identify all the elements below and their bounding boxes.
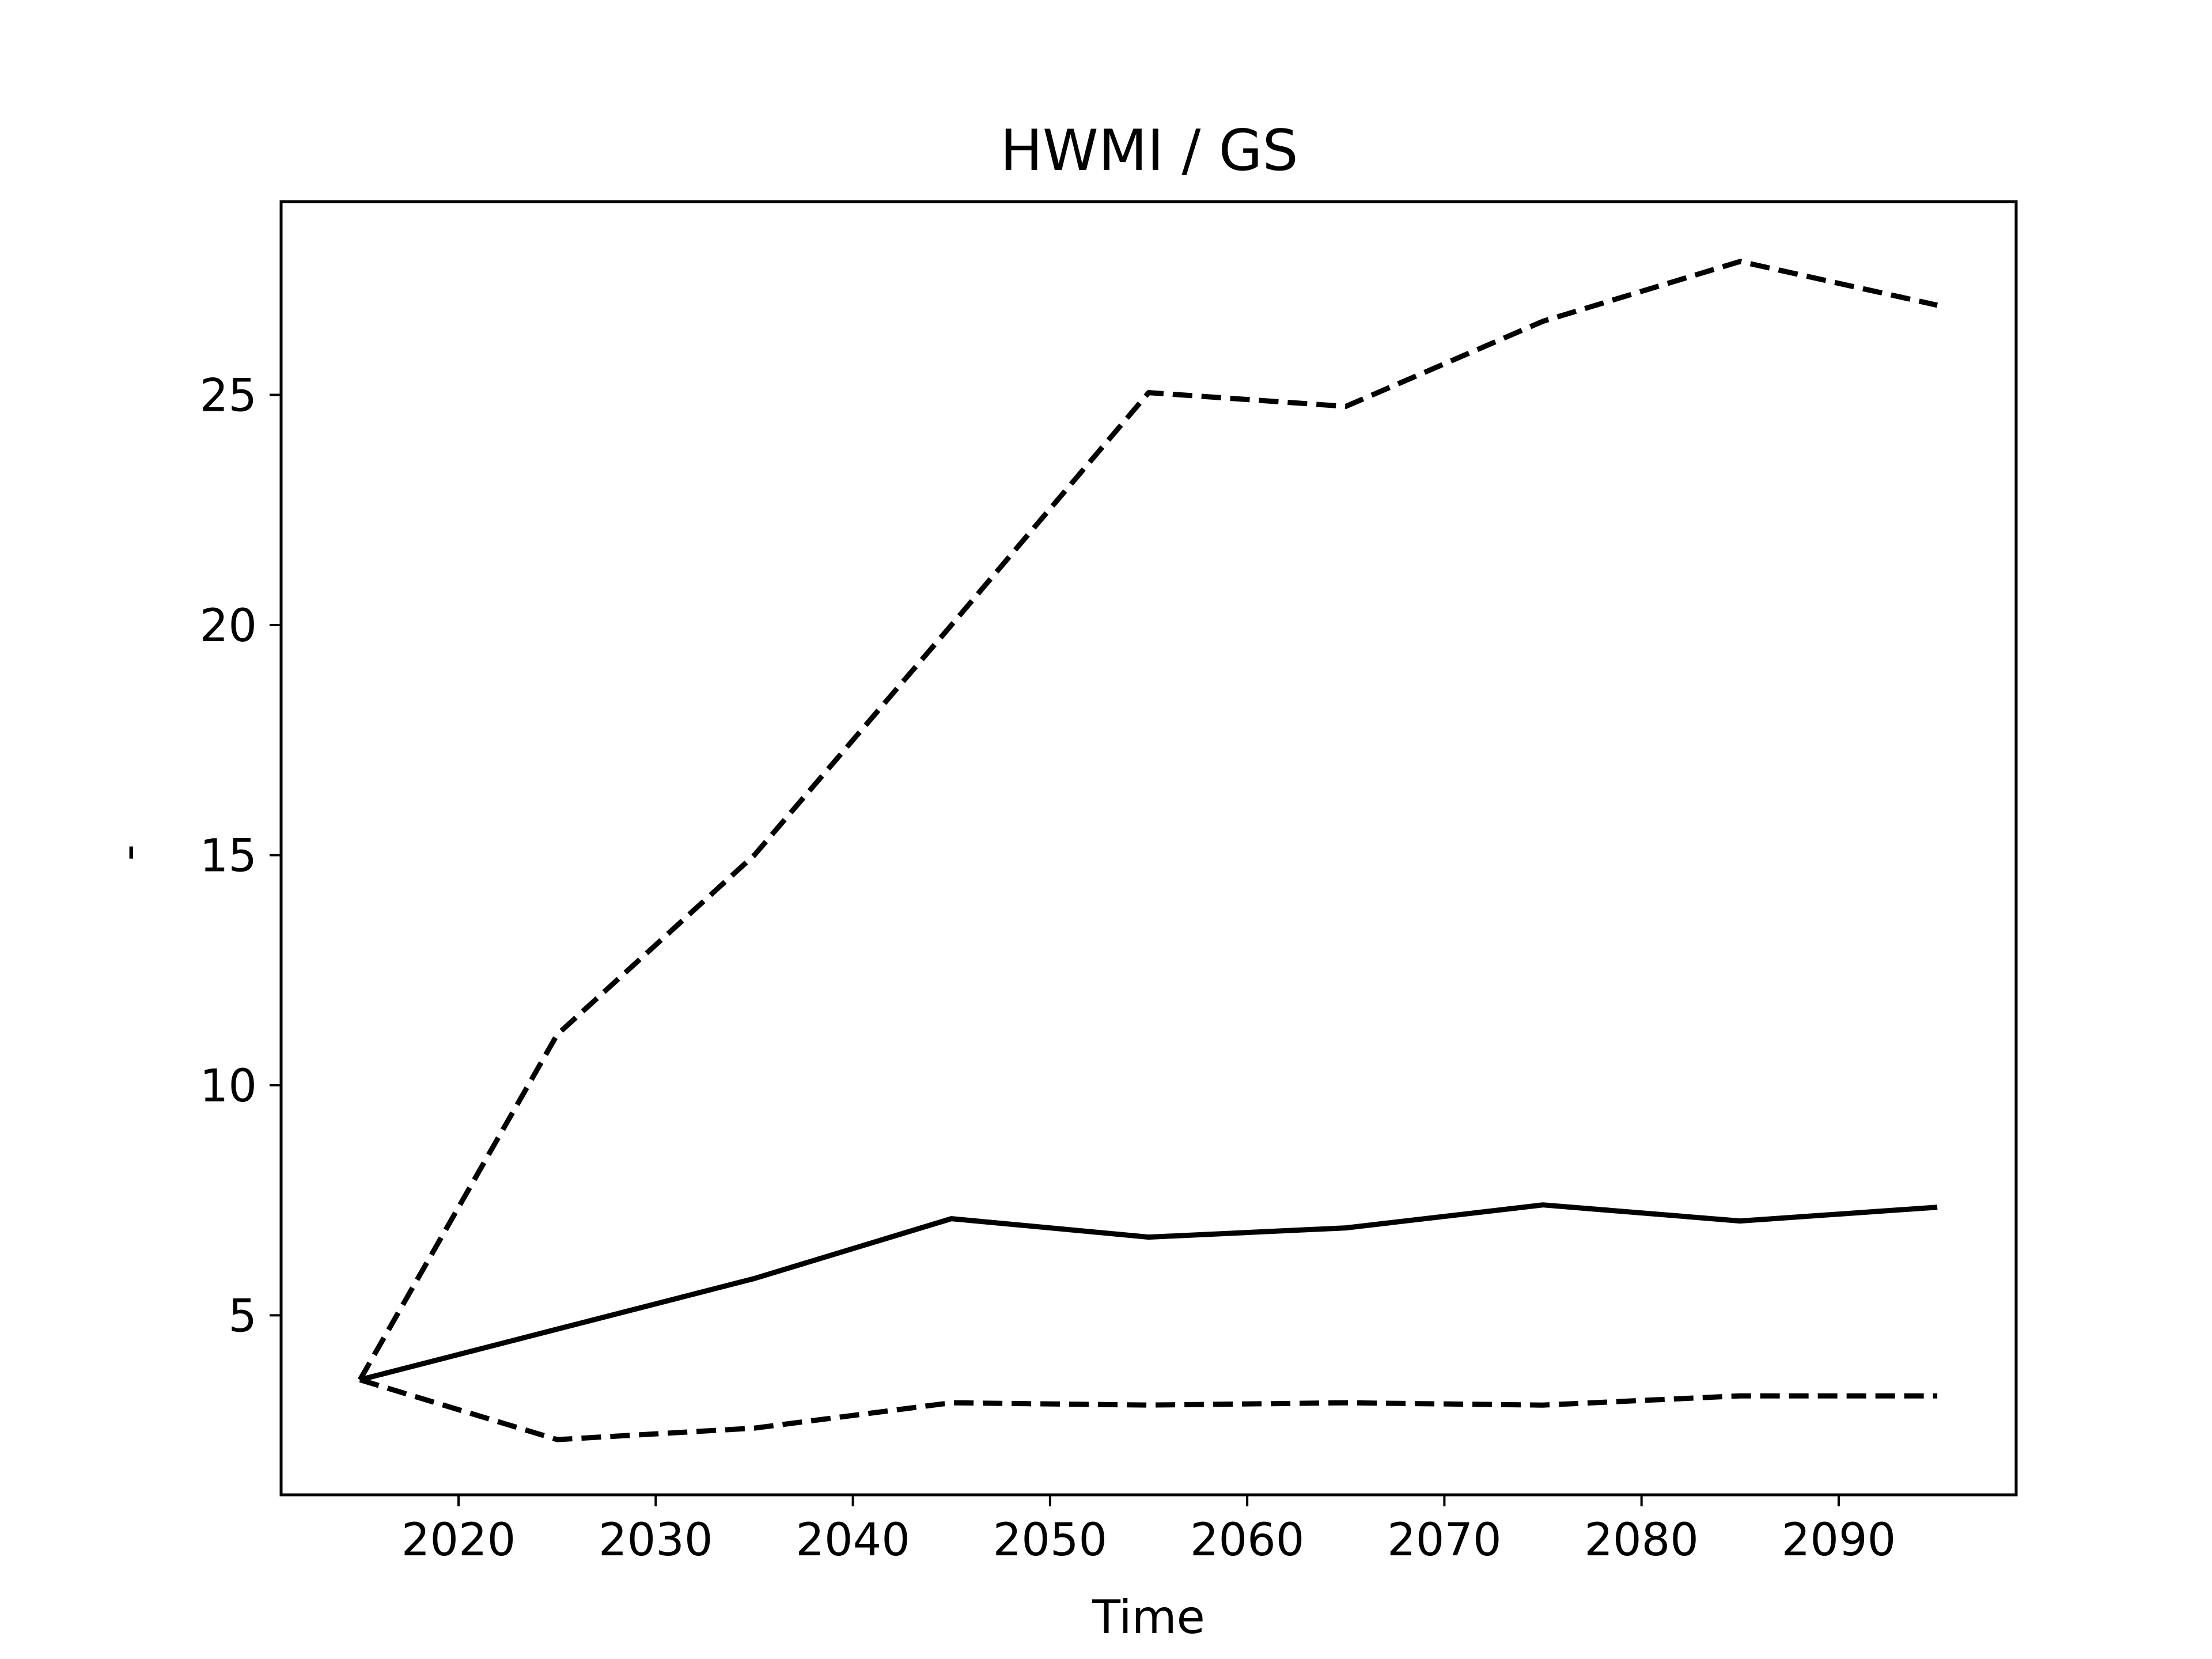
plot-area-frame: [279, 200, 2018, 1497]
x-tick-label: 2060: [1190, 1514, 1305, 1566]
series-layer: [357, 259, 1938, 1442]
series-line-1: [359, 1202, 1938, 1382]
x-tick-label: 2050: [993, 1514, 1108, 1566]
y-axis-ticks: 5 10 15 20 25: [200, 370, 281, 1342]
x-axis-label: Time: [1092, 1590, 1205, 1644]
series-line-2: [357, 259, 1938, 1381]
y-tick-label: 20: [200, 600, 257, 652]
y-axis-label: -: [101, 844, 155, 861]
y-tick-label: 25: [200, 370, 257, 422]
x-tick-label: 2080: [1584, 1514, 1699, 1566]
y-tick-label: 5: [228, 1290, 257, 1342]
y-tick-label: 15: [200, 830, 257, 882]
x-tick-label: 2090: [1782, 1514, 1896, 1566]
x-tick-label: 2070: [1387, 1514, 1502, 1566]
x-tick-label: 2020: [402, 1514, 516, 1566]
x-tick-label: 2040: [796, 1514, 910, 1566]
y-tick-label: 10: [200, 1060, 257, 1112]
chart-title: HWMI / GS: [1000, 118, 1298, 184]
series-line-3: [359, 1377, 1938, 1442]
x-axis-ticks: 2020 2030 2040 2050 2060 2070 2080 2090: [402, 1495, 1896, 1566]
x-tick-label: 2030: [599, 1514, 713, 1566]
